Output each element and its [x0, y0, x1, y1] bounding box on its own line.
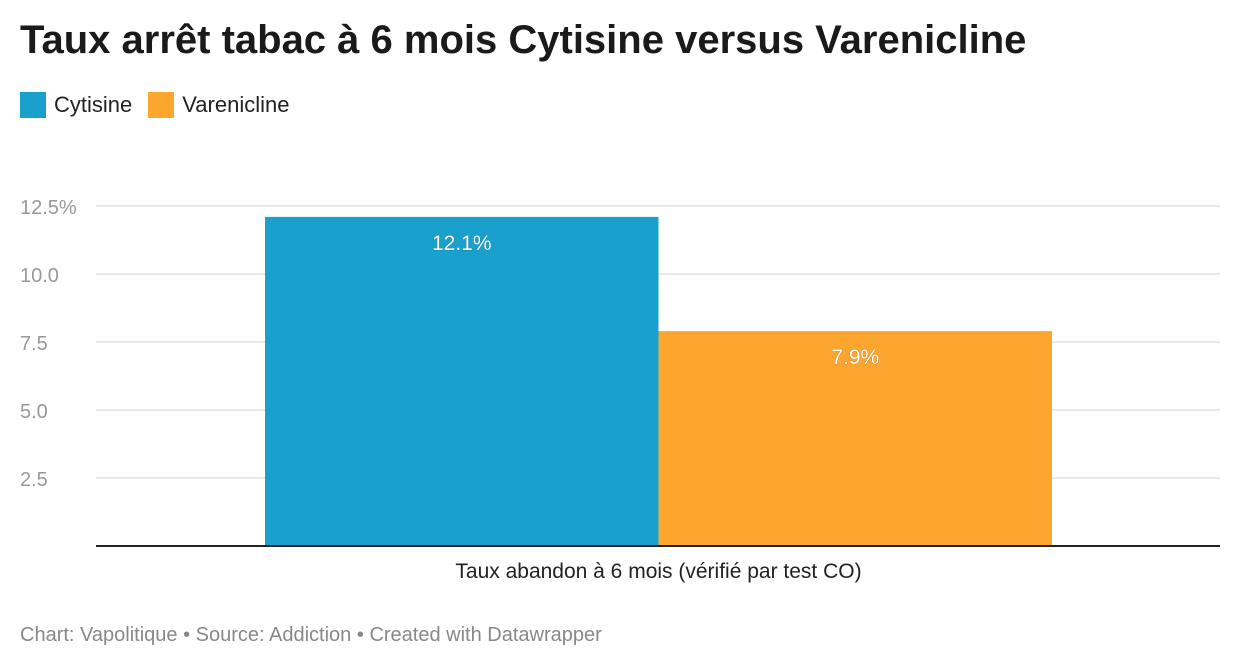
- legend-item-cytisine: Cytisine: [20, 92, 132, 118]
- bar-varenicline: [658, 331, 1052, 546]
- y-tick-label: 7.5: [20, 333, 48, 355]
- bar-chart: 2.5 5.0 7.5 10.0 12.5% 12.1% 7.9% Taux abandon …: [20, 197, 1220, 583]
- legend-swatch-varenicline: [148, 92, 175, 118]
- y-tick-label: 5.0: [20, 401, 48, 423]
- y-tick-label: 2.5: [20, 469, 48, 491]
- y-tick-label: 10.0: [20, 265, 59, 287]
- bar-value-label: 7.9%: [831, 346, 879, 369]
- footer-chart-credit: Chart: Vapolitique: [20, 624, 178, 646]
- y-tick-label: 12.5%: [20, 197, 77, 219]
- x-category-label: Taux abandon à 6 mois (vérifié par test …: [455, 560, 861, 583]
- footer-source: Source: Addiction: [195, 624, 352, 646]
- legend: Cytisine Varenicline: [20, 92, 289, 118]
- footer-separator: •: [183, 624, 191, 646]
- footer-created-with: Created with Datawrapper: [369, 624, 602, 646]
- legend-swatch-cytisine: [20, 92, 46, 118]
- legend-item-varenicline: Varenicline: [148, 92, 289, 118]
- bar-value-label: 12.1%: [432, 232, 492, 255]
- legend-label-cytisine: Cytisine: [54, 92, 133, 117]
- footer-separator: •: [356, 624, 364, 646]
- bar-cytisine: [265, 216, 659, 546]
- chart-title: Taux arrêt tabac à 6 mois Cytisine versu…: [20, 18, 1027, 62]
- legend-label-varenicline: Varenicline: [182, 92, 290, 117]
- chart-footer: Chart: Vapolitique • Source: Addiction •…: [20, 624, 602, 647]
